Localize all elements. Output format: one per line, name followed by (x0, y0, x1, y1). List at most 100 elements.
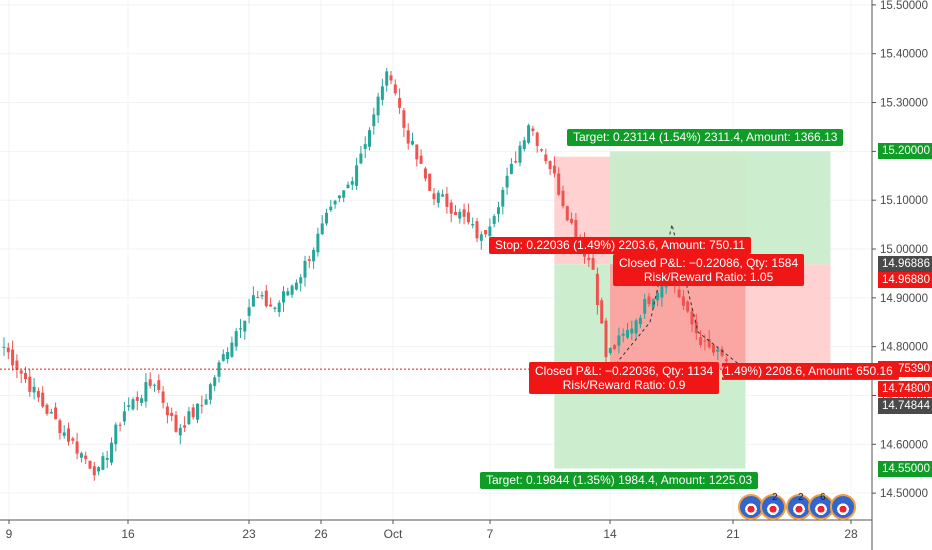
candle[interactable] (634, 320, 638, 334)
candle[interactable] (402, 110, 406, 128)
candle[interactable] (221, 354, 225, 361)
candle[interactable] (170, 412, 174, 416)
candle[interactable] (492, 216, 496, 224)
short-target-label[interactable]: Target: 0.19844 (1.35%) 1984.4, Amount: … (480, 471, 759, 489)
candle[interactable] (28, 376, 32, 392)
candle[interactable] (376, 96, 380, 116)
candle[interactable] (475, 221, 479, 239)
candle[interactable] (165, 406, 169, 416)
candle[interactable] (67, 428, 70, 442)
candle[interactable] (703, 340, 707, 342)
candle[interactable] (445, 193, 449, 207)
candle[interactable] (346, 184, 350, 189)
candle[interactable] (92, 466, 96, 476)
candle[interactable] (466, 212, 470, 223)
candle[interactable] (372, 114, 376, 127)
candle[interactable] (608, 348, 612, 354)
candle[interactable] (196, 403, 199, 420)
candle[interactable] (153, 384, 156, 386)
candle[interactable] (540, 149, 543, 151)
long-closed-pnl-label[interactable]: Closed P&L: −0.22086, Qty: 1584 Risk/Rewa… (613, 254, 805, 287)
candle[interactable] (88, 460, 92, 469)
candle[interactable] (419, 155, 423, 164)
candle[interactable] (239, 328, 242, 330)
candle[interactable] (643, 299, 647, 314)
candle[interactable] (484, 230, 488, 235)
candle[interactable] (462, 209, 466, 217)
long-stop-label[interactable]: Stop: 0.22036 (1.49%) 2208.6, Amount: 65… (721, 362, 899, 380)
candle[interactable] (256, 297, 260, 299)
candle[interactable] (527, 125, 531, 143)
candle[interactable] (144, 382, 148, 402)
candle[interactable] (389, 75, 393, 81)
candle[interactable] (350, 181, 354, 185)
candle[interactable] (45, 404, 49, 414)
candle[interactable] (251, 295, 255, 307)
candle[interactable] (587, 257, 591, 261)
candle[interactable] (393, 84, 397, 94)
candle[interactable] (561, 190, 565, 207)
candle[interactable] (273, 307, 277, 310)
candle[interactable] (105, 458, 109, 460)
long-target-label[interactable]: Target: 0.23114 (1.54%) 2311.4, Amount: … (567, 129, 844, 147)
candle[interactable] (570, 218, 574, 223)
us-flag-icon[interactable] (760, 494, 786, 520)
candle[interactable] (243, 320, 247, 332)
candle[interactable] (501, 189, 505, 207)
candle[interactable] (699, 337, 703, 345)
candle[interactable] (299, 277, 303, 284)
candle[interactable] (114, 424, 118, 445)
candle[interactable] (720, 348, 724, 356)
candle[interactable] (647, 296, 651, 304)
short-stop-label[interactable]: Stop: 0.22036 (1.49%) 2203.6, Amount: 75… (489, 237, 751, 255)
candle[interactable] (183, 425, 187, 428)
candle[interactable] (411, 140, 414, 145)
candle[interactable] (312, 249, 316, 262)
candle[interactable] (681, 296, 685, 306)
candle[interactable] (505, 175, 509, 188)
candle[interactable] (54, 407, 58, 420)
short-closed-pnl-label[interactable]: Closed P&L: −0.22036, Qty: 1134 Risk/Rewa… (529, 362, 720, 395)
candle[interactable] (509, 163, 513, 174)
candle[interactable] (157, 380, 161, 390)
candle[interactable] (174, 414, 178, 432)
candle[interactable] (79, 453, 83, 458)
candle[interactable] (333, 200, 337, 205)
candle[interactable] (342, 190, 346, 198)
candle[interactable] (277, 302, 281, 312)
candle[interactable] (226, 351, 230, 360)
candle[interactable] (316, 233, 320, 253)
us-flag-icon[interactable] (830, 494, 856, 520)
candle[interactable] (600, 300, 604, 324)
candle[interactable] (415, 144, 419, 160)
candle[interactable] (140, 398, 144, 403)
candle[interactable] (398, 98, 402, 108)
candle[interactable] (712, 344, 715, 353)
candle[interactable] (58, 420, 62, 434)
candle[interactable] (110, 442, 113, 463)
candle[interactable] (359, 153, 363, 164)
candle[interactable] (264, 290, 268, 307)
candle[interactable] (591, 258, 595, 270)
candle[interactable] (127, 405, 131, 407)
candle[interactable] (307, 259, 311, 261)
candle[interactable] (24, 373, 27, 380)
candle[interactable] (518, 145, 522, 163)
candle[interactable] (101, 456, 105, 470)
candle[interactable] (131, 399, 135, 410)
candle[interactable] (535, 132, 539, 147)
candle[interactable] (84, 455, 88, 460)
candle[interactable] (651, 299, 655, 308)
candle[interactable] (385, 71, 389, 86)
candle[interactable] (294, 282, 298, 290)
candle[interactable] (694, 321, 698, 334)
candle[interactable] (282, 291, 285, 303)
candle[interactable] (613, 345, 617, 350)
candle[interactable] (617, 335, 621, 346)
candle[interactable] (604, 320, 608, 358)
candle[interactable] (471, 224, 475, 226)
candle[interactable] (213, 377, 217, 387)
candle[interactable] (32, 386, 36, 393)
candle[interactable] (75, 441, 79, 454)
candle[interactable] (552, 165, 556, 174)
